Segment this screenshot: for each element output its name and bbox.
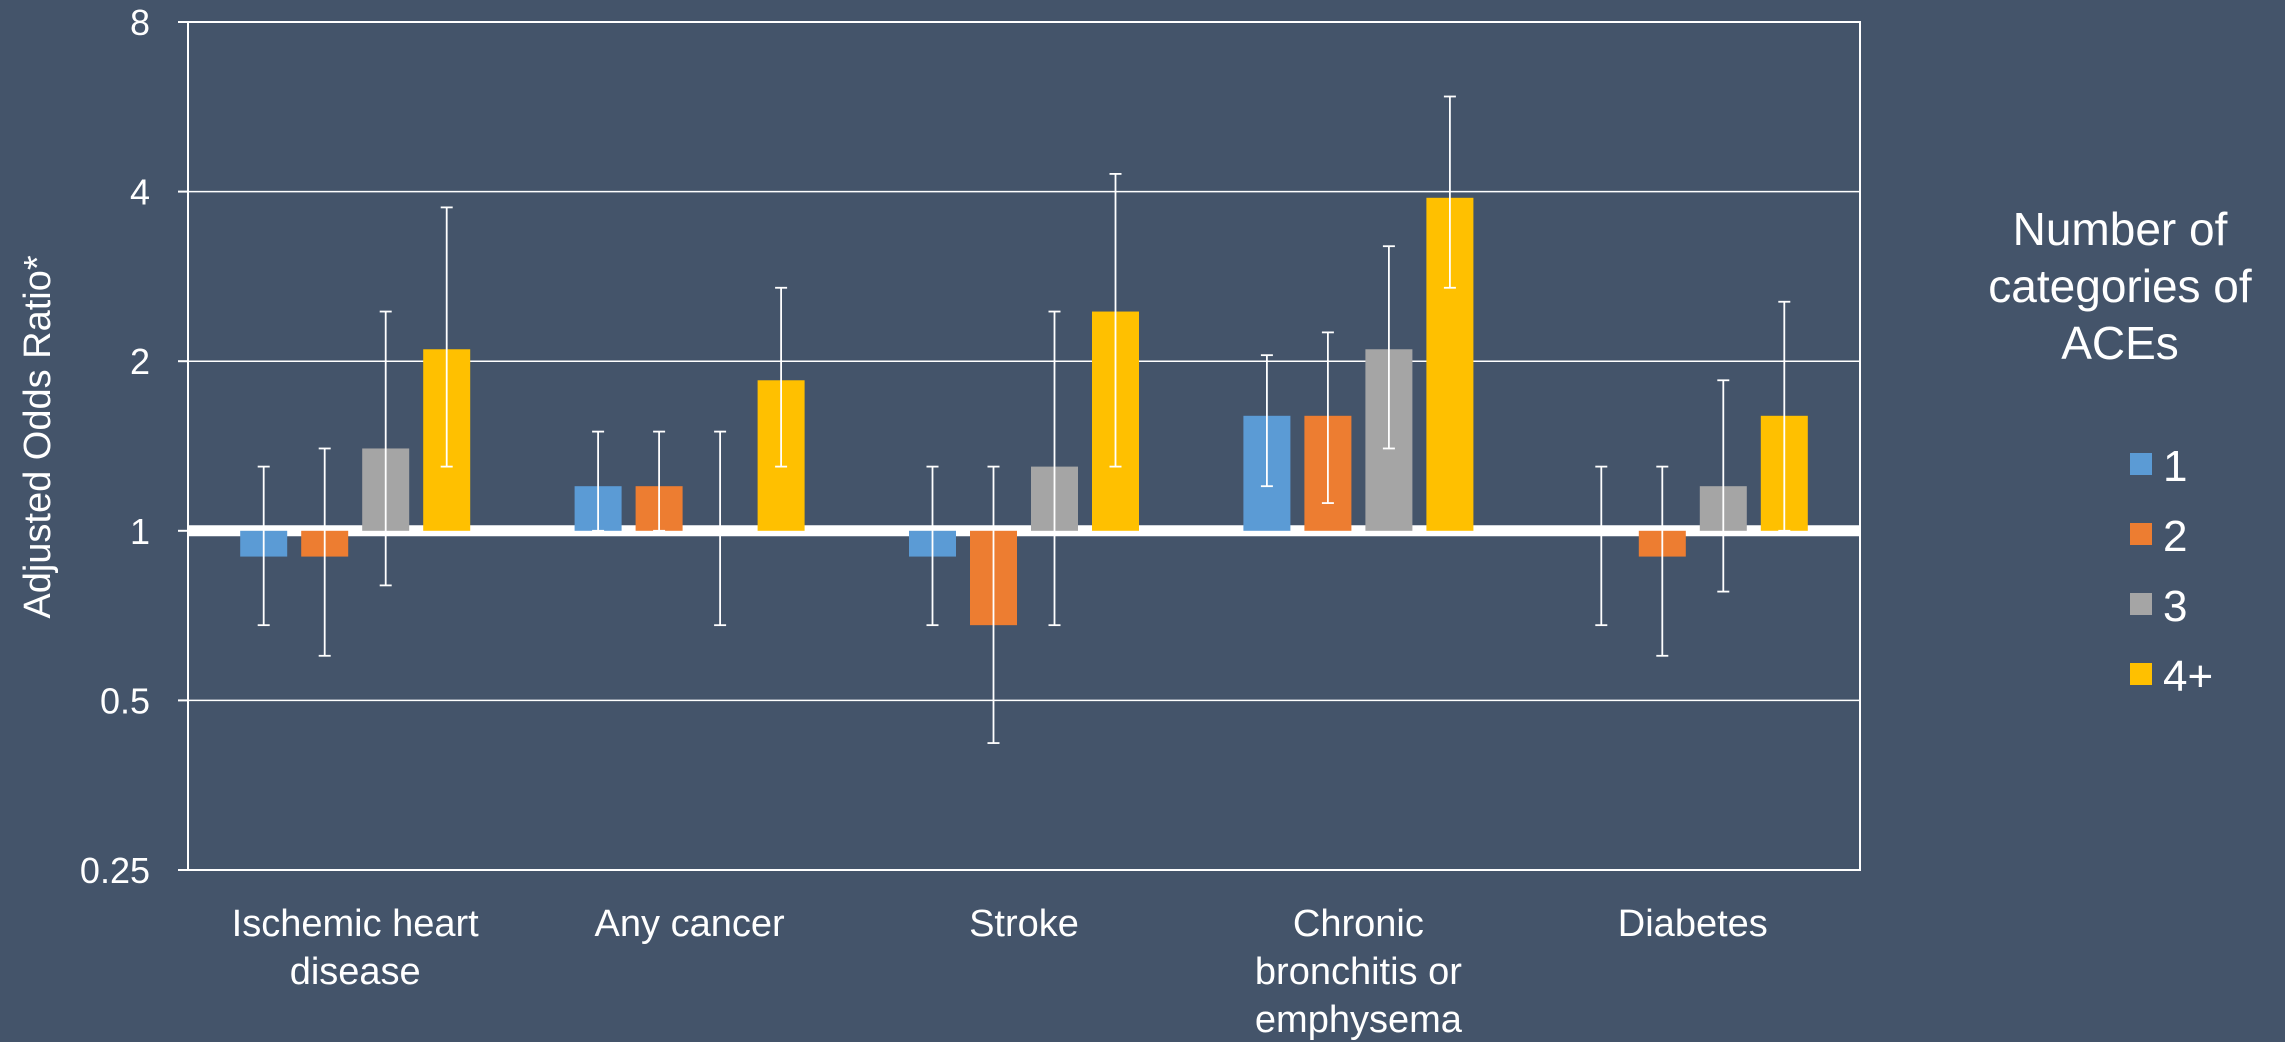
legend-swatch [2130, 453, 2152, 475]
category-label: Chronic bronchitis or emphysema [1255, 903, 1463, 1041]
y-tick-label: 1 [130, 511, 150, 552]
y-tick-label: 2 [130, 341, 150, 382]
y-tick-label: 8 [130, 2, 150, 43]
legend: Number of categories of ACEs 1 2 3 4+ [1988, 203, 2252, 701]
y-axis-title: Adjusted Odds Ratio* [17, 255, 59, 619]
category-label: Stroke [969, 903, 1079, 945]
category-label: Any cancer [595, 903, 785, 945]
legend-label: 4+ [2163, 652, 2213, 701]
y-tick-label: 4 [130, 172, 150, 213]
error-bars [258, 97, 1791, 744]
y-tick-labels: 0.25 0.5 1 2 4 8 [80, 2, 150, 891]
y-tick-label: 0.25 [80, 850, 150, 891]
bar-series [240, 198, 1808, 625]
category-label: Ischemic heart disease [232, 903, 480, 993]
y-tick-label: 0.5 [100, 680, 150, 721]
legend-title: Number of categories of ACEs [1988, 203, 2252, 369]
legend-swatch [2130, 663, 2152, 685]
legend-swatch [2130, 593, 2152, 615]
legend-label: 1 [2163, 442, 2187, 491]
category-labels: Ischemic heart disease Any cancer Stroke Chr… [232, 903, 1768, 1041]
legend-swatch [2130, 523, 2152, 545]
category-label: Diabetes [1618, 903, 1768, 945]
legend-label: 3 [2163, 582, 2187, 631]
legend-label: 2 [2163, 512, 2187, 561]
